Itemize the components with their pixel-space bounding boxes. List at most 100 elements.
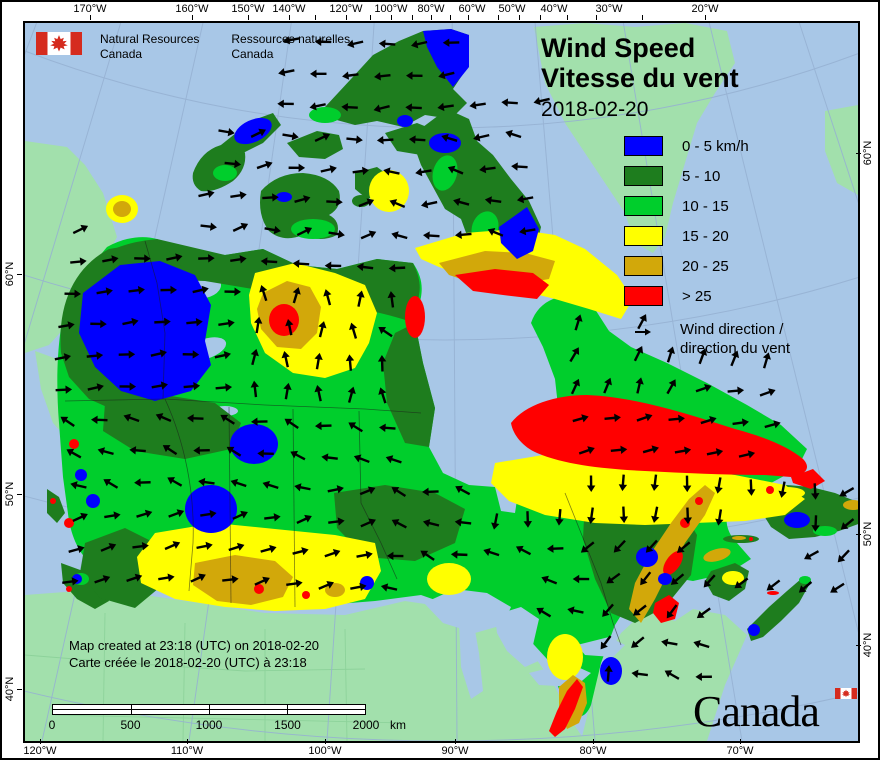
scale-unit-label: km [390, 718, 406, 732]
wind-arrow [168, 509, 185, 518]
alaska [25, 141, 117, 353]
graticule-tick [289, 15, 290, 20]
wordmark-flag-icon [835, 688, 857, 699]
wind-arrow [226, 446, 242, 457]
wind-arrow [484, 196, 502, 205]
wind-arrow [714, 477, 723, 494]
wind-arrow [380, 583, 398, 592]
wind-arrow [666, 604, 678, 619]
wind-arrow [442, 38, 460, 47]
wind-arrow [811, 515, 820, 532]
wind-arrow [315, 421, 332, 431]
coord-label: 150°W [231, 3, 265, 15]
wind-arrow [296, 226, 313, 237]
wind-arrow [200, 222, 217, 231]
wind-arrow [160, 285, 177, 295]
scale-tick-label: 2000 [352, 718, 380, 732]
wind-arrow [377, 355, 387, 372]
lake-superior [424, 589, 511, 633]
wind-arrow [389, 199, 406, 208]
coord-label: 170°W [73, 3, 107, 15]
wind-arrow [555, 509, 564, 526]
wind-arrow [734, 577, 749, 589]
wind-arrow [438, 71, 455, 80]
wind-arrow [603, 377, 612, 394]
wind-arrow [347, 386, 356, 403]
wind-arrow [580, 541, 595, 553]
wind-arrow [437, 102, 454, 112]
graticule-tick [642, 15, 643, 20]
map-frame: Natural Resources Canada Ressources natu… [23, 21, 860, 743]
wind-arrow [257, 449, 274, 458]
wind-arrow [633, 346, 644, 362]
wind-arrow [62, 577, 79, 586]
wind-arrow [455, 230, 472, 240]
wind-arrow [60, 416, 75, 427]
scale-tick-label: 500 [120, 718, 141, 732]
legend-row: 20 - 25 [624, 251, 790, 281]
wind-arrow [309, 102, 326, 111]
wind-arrow [198, 477, 215, 487]
wind-arrow [661, 638, 678, 647]
agency-fr-line2: Canada [231, 47, 274, 61]
legend: 0 - 5 km/h 5 - 10 10 - 15 15 - 20 20 - 25 > 2… [624, 131, 790, 358]
wind-arrow [282, 36, 300, 45]
graticule-tick [856, 153, 861, 154]
wind-arrow [324, 261, 342, 270]
wind-arrow [342, 71, 359, 80]
scale-tick-label: 0 [48, 718, 56, 732]
wind-arrow [158, 573, 175, 582]
wind-arrow [162, 445, 178, 456]
coord-label: 100°W [374, 3, 408, 15]
wind-direction-line1: Wind direction / [680, 321, 784, 338]
wordmark-text: Canada [693, 687, 820, 736]
wind-arrow [164, 541, 181, 551]
wind-arrow [840, 518, 855, 530]
wind-arrow [348, 422, 363, 433]
wind-arrow [515, 545, 532, 556]
wind-arrow [567, 606, 584, 615]
wind-arrow [314, 132, 331, 143]
wind-arrow [230, 191, 247, 200]
wind-arrow [347, 39, 364, 48]
wind-arrow [349, 322, 358, 339]
scale-bar-divider [287, 705, 288, 714]
wind-arrow [286, 579, 303, 588]
graticule-tick [370, 15, 371, 20]
wind-arrow [762, 352, 771, 369]
coord-label: 40°W [540, 3, 568, 15]
graticule-tick [540, 15, 541, 20]
coord-label: 110°W [170, 745, 204, 757]
wind-arrow [64, 289, 81, 299]
wind-arrow [350, 582, 367, 591]
wind-arrow [411, 40, 428, 49]
legend-label-0: 0 - 5 km/h [682, 137, 749, 155]
agency-en-line1: Natural Resources [100, 32, 200, 46]
wind-arrow [264, 225, 281, 235]
graticule-tick [346, 15, 347, 20]
graticule-tick [90, 15, 91, 20]
wind-arrow [327, 485, 344, 494]
coord-label: 120°W [329, 3, 363, 15]
wind-arrow [264, 513, 281, 522]
wind-arrow [695, 384, 712, 393]
coord-label: 90°W [441, 745, 469, 757]
wind-arrow [155, 413, 172, 423]
wind-arrow [324, 549, 341, 558]
wind-direction-line2: direction du vent [680, 340, 791, 357]
wind-arrow [373, 104, 390, 113]
creation-note-en: Map created at 23:18 (UTC) on 2018-02-20 [69, 638, 320, 653]
wind-arrow [602, 603, 614, 617]
coord-label: 80°W [579, 745, 607, 757]
legend-label-5: > 25 [682, 287, 712, 305]
legend-swatch-4 [624, 256, 663, 276]
wind-arrow [483, 548, 500, 557]
graticule-tick [596, 15, 597, 20]
wind-arrow [811, 483, 820, 500]
coord-label: 50°N [862, 521, 874, 547]
graticule-tick [431, 15, 432, 20]
wind-arrow [281, 351, 290, 368]
wind-arrow [58, 321, 75, 330]
wind-arrow [102, 255, 119, 264]
